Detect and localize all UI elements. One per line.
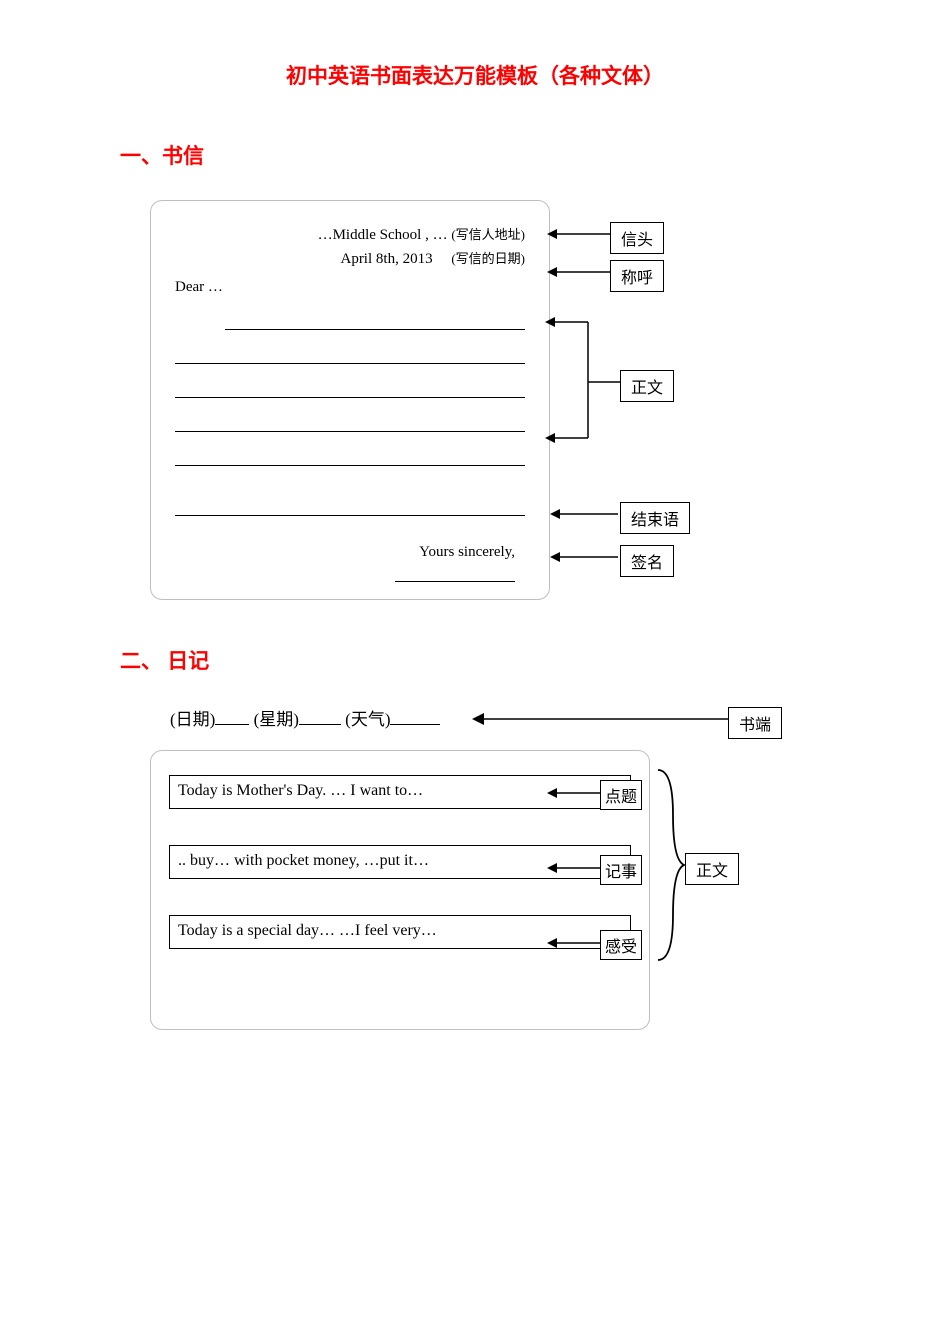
letter-date-note: (写信的日期) (451, 251, 525, 266)
blank-line (299, 709, 341, 725)
letter-body-line (225, 308, 525, 330)
letter-header-block: …Middle School , … (写信人地址) April 8th, 20… (175, 223, 525, 271)
diary-row-feeling: Today is a special day… …I feel very… (169, 915, 631, 949)
letter-body-line (175, 444, 525, 466)
label-diary-body: 正文 (685, 853, 739, 885)
label-diary-header: 书端 (728, 707, 782, 739)
arrow-icon (470, 705, 730, 729)
letter-body-line (175, 376, 525, 398)
label-letter-body: 正文 (620, 370, 674, 402)
arrow-icon (548, 502, 623, 522)
diary-diagram: (日期) (星期) (天气) Today is Mother's Day. … … (150, 705, 830, 1065)
diary-row-event: .. buy… with pocket money, …put it… (169, 845, 631, 879)
label-diary-event: 记事 (600, 855, 642, 885)
letter-address-note: (写信人地址) (451, 227, 525, 242)
letter-body-line (175, 342, 525, 364)
letter-card: …Middle School , … (写信人地址) April 8th, 20… (150, 200, 550, 600)
diary-weekday-label: (星期) (254, 710, 299, 729)
section-heading-diary: 二、 日记 (120, 645, 830, 675)
diary-card: Today is Mother's Day. … I want to… .. b… (150, 750, 650, 1030)
blank-line (215, 709, 249, 725)
section-heading-letter: 一、书信 (120, 140, 830, 170)
diary-date-label: (日期) (170, 710, 215, 729)
label-diary-feeling: 感受 (600, 930, 642, 960)
letter-salutation: Dear … (175, 279, 525, 296)
letter-closing: Yours sincerely, (175, 544, 525, 561)
letter-body-line (175, 494, 525, 516)
letter-signature-line (395, 581, 515, 582)
letter-date: April 8th, 2013 (340, 251, 432, 267)
label-letter-salutation: 称呼 (610, 260, 664, 292)
page-title: 初中英语书面表达万能模板（各种文体） (120, 60, 830, 90)
blank-line (390, 709, 440, 725)
label-diary-topic: 点题 (600, 780, 642, 810)
diary-header-row: (日期) (星期) (天气) (170, 705, 440, 730)
diary-weather-label: (天气) (345, 710, 390, 729)
document: 初中英语书面表达万能模板（各种文体） 一、书信 …Middle School ,… (0, 0, 950, 1145)
arrow-icon (545, 258, 615, 278)
letter-diagram: …Middle School , … (写信人地址) April 8th, 20… (150, 200, 770, 605)
diary-row-topic: Today is Mother's Day. … I want to… (169, 775, 631, 809)
letter-address: …Middle School , … (318, 227, 448, 243)
arrow-icon (548, 545, 623, 565)
arrow-icon (545, 220, 615, 240)
letter-body-line (175, 410, 525, 432)
label-letter-closing: 结束语 (620, 502, 690, 534)
brace-icon (648, 765, 688, 965)
bracket-icon (543, 310, 623, 450)
label-letter-signature: 签名 (620, 545, 674, 577)
label-letter-header: 信头 (610, 222, 664, 254)
